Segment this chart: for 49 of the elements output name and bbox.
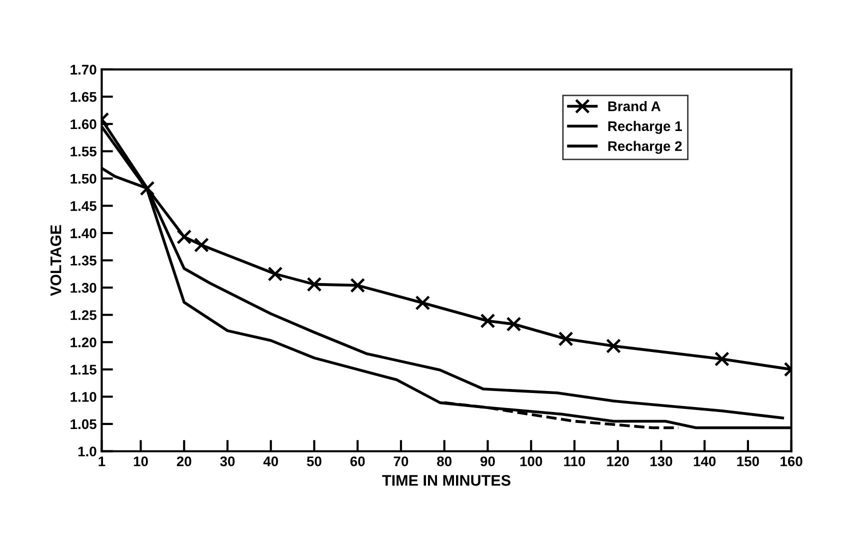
- x-tick-label: 130: [650, 456, 672, 466]
- y-tick-label: 1.65: [70, 92, 96, 102]
- x-tick-label: 20: [176, 456, 192, 466]
- point: [558, 331, 574, 346]
- point: [194, 238, 209, 253]
- y-tick-label: 1.45: [70, 201, 96, 211]
- point: [140, 180, 155, 196]
- point: [306, 276, 322, 292]
- y-tick-label: 1.50: [70, 174, 96, 184]
- point: [176, 229, 192, 244]
- y-tick-label: 1.25: [70, 310, 96, 320]
- x-tick-label: 160: [780, 456, 802, 466]
- x-tick-label: 40: [263, 456, 278, 466]
- y-tick-label: 1.60: [70, 119, 96, 130]
- legend-label: Brand A: [608, 101, 661, 112]
- x-tick-label: 1: [98, 456, 106, 466]
- x-tick-label: 30: [220, 456, 235, 466]
- point: [480, 313, 496, 328]
- legend-label: Recharge 1: [608, 120, 682, 134]
- y-tick-label: 1.35: [70, 256, 96, 266]
- point: [606, 338, 621, 354]
- y-tick-label: 1.40: [70, 228, 96, 238]
- y-tick-label: 1.0: [78, 446, 96, 456]
- x-tick-label: 90: [480, 456, 495, 466]
- y-tick-label: 1.55: [70, 146, 96, 156]
- y-axis-title: VOLTAGE: [50, 225, 62, 296]
- point: [268, 266, 283, 282]
- point: [415, 295, 430, 310]
- point: [350, 278, 366, 293]
- y-tick-label: 1.15: [70, 364, 96, 375]
- x-tick-label: 150: [737, 456, 759, 466]
- x-tick-label: 100: [520, 456, 542, 466]
- x-tick-label: 120: [607, 456, 629, 466]
- x-tick-label: 140: [694, 456, 716, 466]
- y-tick-label: 1.70: [70, 64, 96, 75]
- x-tick-label: 80: [437, 456, 452, 466]
- x-tick-label: 110: [564, 456, 586, 466]
- y-tick-label: 1.05: [70, 419, 96, 430]
- y-tick-label: 1.10: [70, 392, 96, 402]
- legend-label: Recharge 2: [608, 140, 682, 154]
- y-tick-label: 1.20: [70, 337, 96, 348]
- point: [506, 316, 522, 332]
- x-tick-label: 70: [394, 456, 408, 466]
- x-tick-label: 50: [306, 456, 322, 466]
- x-tick-label: 60: [350, 456, 365, 466]
- point: [714, 352, 730, 367]
- y-tick-label: 1.30: [70, 282, 96, 293]
- x-axis-title: TIME IN MINUTES: [382, 474, 510, 486]
- x-tick-label: 10: [134, 456, 148, 466]
